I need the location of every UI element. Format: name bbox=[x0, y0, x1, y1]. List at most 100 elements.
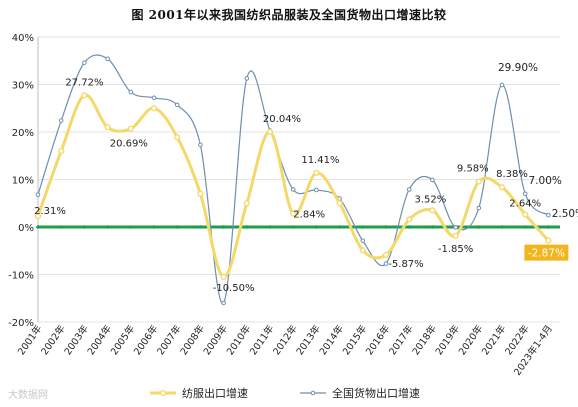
point-textile bbox=[429, 207, 436, 214]
baseline-marker bbox=[175, 225, 179, 229]
point-national bbox=[383, 261, 389, 266]
point-national bbox=[198, 142, 203, 148]
point-textile bbox=[150, 105, 158, 112]
point-national bbox=[522, 191, 528, 197]
point-textile bbox=[266, 128, 274, 135]
watermark-logo: 大数据网 bbox=[8, 390, 48, 401]
data-label-textile: -1.85% bbox=[438, 244, 473, 255]
baseline-marker bbox=[59, 225, 63, 229]
baseline-marker bbox=[221, 225, 226, 229]
point-textile bbox=[81, 92, 88, 99]
point-textile bbox=[545, 237, 552, 244]
baseline-marker bbox=[500, 225, 504, 229]
point-national bbox=[430, 177, 435, 183]
y-tick-label: -20% bbox=[8, 318, 34, 329]
data-label-textile: -5.87% bbox=[388, 259, 423, 270]
point-textile bbox=[220, 273, 227, 280]
highlight-label-text: -2.87% bbox=[528, 248, 565, 260]
baseline-marker bbox=[546, 225, 551, 229]
baseline-marker bbox=[477, 225, 481, 229]
data-label-textile: 2.31% bbox=[34, 206, 66, 217]
point-textile bbox=[313, 169, 320, 176]
point-textile bbox=[104, 124, 111, 131]
data-label-textile: 9.58% bbox=[457, 163, 489, 174]
point-textile bbox=[406, 216, 413, 223]
point-national bbox=[499, 82, 505, 88]
legend: 纺服出口增速 全国货物出口增速 bbox=[150, 386, 420, 400]
point-national bbox=[360, 238, 366, 244]
baseline-marker bbox=[314, 225, 319, 229]
point-national bbox=[105, 56, 110, 62]
series-layer bbox=[34, 54, 552, 306]
legend-label-national: 全国货物出口增速 bbox=[332, 386, 420, 400]
point-national bbox=[128, 89, 134, 95]
point-national bbox=[82, 60, 87, 65]
data-label-textile: -10.50% bbox=[213, 283, 255, 294]
data-label-textile: 3.52% bbox=[415, 194, 447, 205]
point-national bbox=[476, 205, 482, 211]
data-label-national: 29.90% bbox=[498, 62, 538, 74]
baseline-marker bbox=[245, 225, 249, 229]
point-textile bbox=[174, 134, 181, 141]
y-tick-label: 40% bbox=[12, 33, 34, 44]
chart-title: 图 2001年以来我国纺织品服装及全国货物出口增速比较 bbox=[131, 8, 447, 22]
legend-marker-textile bbox=[159, 389, 167, 397]
baseline-marker bbox=[105, 225, 110, 229]
point-textile bbox=[452, 232, 459, 239]
y-tick-label: 30% bbox=[12, 81, 34, 92]
data-label-textile: 20.04% bbox=[263, 114, 301, 125]
point-national bbox=[314, 187, 319, 193]
point-textile bbox=[382, 251, 390, 258]
data-label-textile: 2.64% bbox=[509, 198, 541, 209]
baseline-marker bbox=[291, 225, 296, 229]
data-labels: 2.31% 27.72% 20.69% -10.50% 20.04% 2.84% 11.41… bbox=[34, 62, 578, 294]
point-textile bbox=[336, 200, 343, 207]
data-label-textile: 8.38% bbox=[496, 169, 528, 180]
data-label-textile: 2.84% bbox=[293, 210, 325, 221]
point-national bbox=[58, 118, 64, 123]
legend-label-textile: 纺服出口增速 bbox=[182, 386, 248, 400]
point-national bbox=[290, 187, 296, 192]
highlight-label-box bbox=[524, 244, 569, 261]
point-national bbox=[546, 212, 551, 218]
point-national bbox=[453, 225, 458, 230]
baseline-marker bbox=[407, 225, 412, 229]
y-tick-label: 0% bbox=[18, 223, 34, 234]
data-label-textile: 11.41% bbox=[301, 155, 339, 166]
legend-marker-national bbox=[310, 390, 316, 396]
point-textile bbox=[290, 210, 297, 217]
point-textile bbox=[243, 200, 250, 207]
point-textile bbox=[197, 190, 204, 197]
data-label-national: 2.50% bbox=[552, 208, 578, 220]
baseline-marker bbox=[152, 225, 156, 229]
point-textile bbox=[359, 247, 366, 254]
point-national bbox=[406, 187, 412, 192]
point-textile bbox=[58, 147, 65, 155]
point-textile bbox=[498, 184, 506, 191]
point-national bbox=[151, 95, 157, 101]
point-textile bbox=[127, 125, 134, 132]
baseline-marker bbox=[268, 225, 272, 229]
point-textile bbox=[34, 212, 42, 220]
baseline-marker bbox=[36, 225, 40, 229]
point-textile bbox=[522, 211, 529, 218]
data-label-textile: 27.72% bbox=[65, 77, 103, 88]
baseline-marker bbox=[523, 225, 527, 229]
y-tick-label: 10% bbox=[12, 176, 34, 187]
baseline-marker bbox=[430, 225, 435, 229]
baseline-marker bbox=[129, 225, 133, 229]
point-national bbox=[35, 192, 41, 197]
y-tick-label: 20% bbox=[12, 128, 34, 139]
point-national bbox=[244, 76, 250, 81]
baseline-marker bbox=[337, 225, 342, 229]
gridlines bbox=[38, 36, 560, 323]
data-label-textile: 20.69% bbox=[110, 139, 148, 150]
y-tick-label: -10% bbox=[8, 271, 34, 282]
data-label-national: 7.00% bbox=[529, 175, 562, 187]
baseline-marker bbox=[198, 225, 203, 229]
baseline-marker bbox=[82, 225, 87, 229]
point-textile bbox=[475, 178, 482, 185]
baseline-marker bbox=[384, 225, 388, 229]
point-national bbox=[174, 102, 180, 108]
